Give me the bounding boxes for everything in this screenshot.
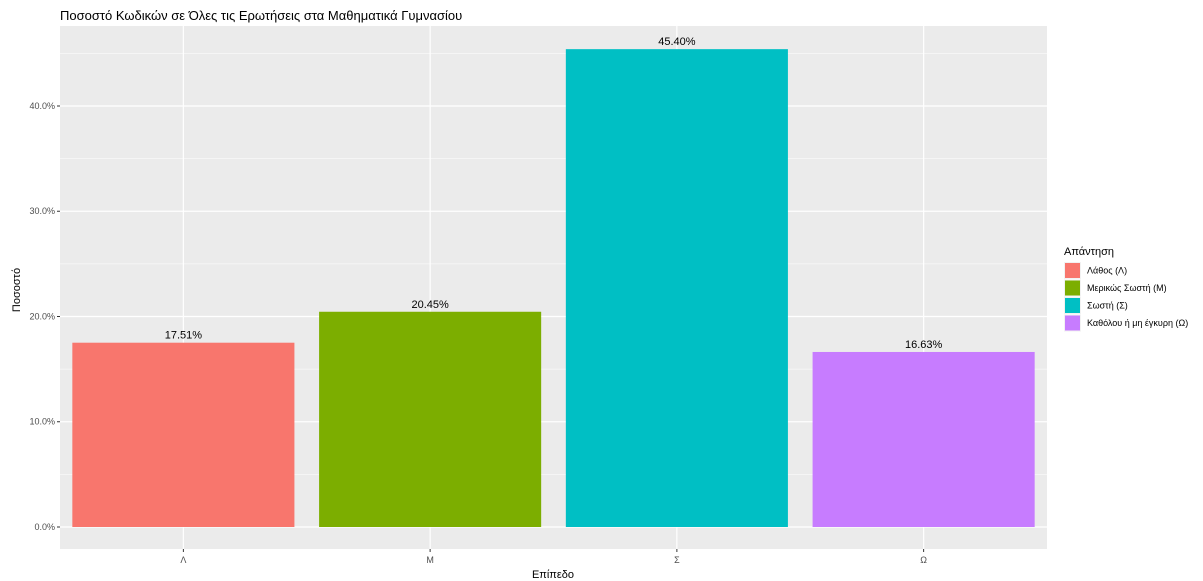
x-axis-title: Επίπεδο [532, 569, 574, 581]
bars [72, 49, 1035, 528]
legend-label: Λάθος (Λ) [1087, 266, 1127, 276]
y-tick-label: 40.0% [29, 101, 55, 111]
y-tick-label: 10.0% [29, 417, 55, 427]
legend-key [1065, 280, 1080, 296]
data-label: 45.40% [658, 36, 696, 48]
legend-key [1065, 315, 1080, 331]
y-tick-label: 20.0% [29, 311, 55, 321]
y-axis-title: Ποσοστό [11, 268, 23, 312]
y-tick-label: 30.0% [29, 206, 55, 216]
data-label: 16.63% [905, 339, 943, 351]
bar [319, 311, 542, 527]
legend: Απάντηση Λάθος (Λ) Μερικώς Σωστή (Μ) Σωστή… [1064, 246, 1188, 332]
bar [812, 351, 1035, 527]
data-label: 17.51% [165, 330, 203, 342]
x-tick-label: Σ [674, 555, 680, 565]
data-labels: 17.51% 20.45% 45.40% 16.63% [165, 36, 943, 351]
y-axis: 0.0% 10.0% 20.0% 30.0% 40.0% [29, 101, 60, 532]
y-tick-label: 0.0% [34, 522, 55, 532]
x-tick-label: Ω [920, 555, 927, 565]
bar [565, 49, 788, 528]
legend-title: Απάντηση [1064, 246, 1114, 258]
x-tick-label: Μ [426, 555, 434, 565]
legend-key [1065, 298, 1080, 313]
legend-key [1065, 263, 1080, 278]
chart-title: Ποσοστό Κωδικών σε Όλες τις Ερωτήσεις στ… [60, 8, 462, 23]
x-tick-label: Λ [180, 555, 186, 565]
legend-label: Σωστή (Σ) [1087, 301, 1128, 311]
data-label: 20.45% [411, 299, 449, 311]
bar [72, 342, 295, 527]
legend-label: Καθόλου ή μη έγκυρη (Ω) [1087, 318, 1188, 328]
legend-label: Μερικώς Σωστή (Μ) [1087, 283, 1167, 293]
